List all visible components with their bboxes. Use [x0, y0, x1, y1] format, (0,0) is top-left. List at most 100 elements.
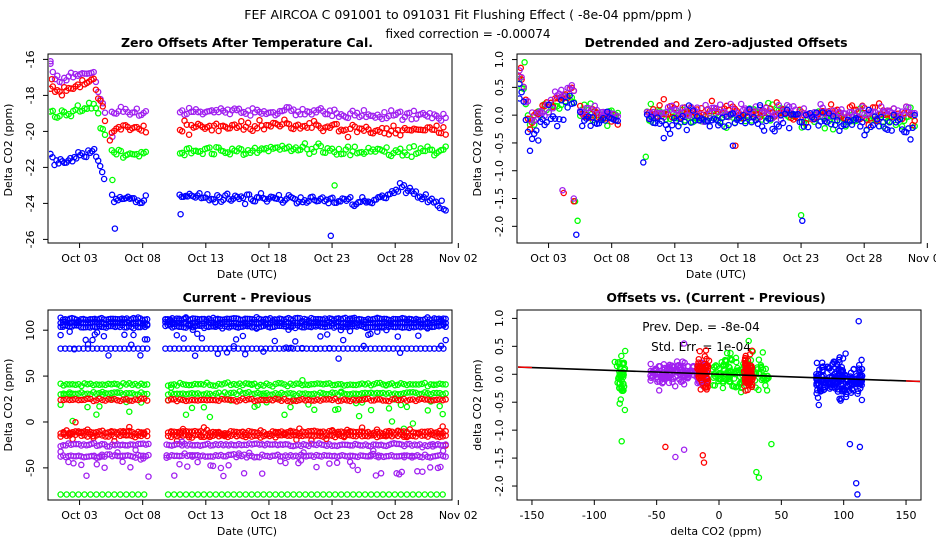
point-purple	[559, 186, 566, 194]
point	[617, 396, 625, 403]
point-red	[331, 120, 338, 128]
point-blue	[553, 122, 561, 130]
point-blue	[564, 104, 571, 111]
point-blue	[771, 127, 778, 135]
point-blue	[570, 99, 578, 107]
point-purple	[372, 472, 380, 479]
point-blue	[911, 111, 918, 119]
point-blue	[116, 345, 124, 352]
figure-title: FEF AIRCOA C 091001 to 091031 Fit Flushi…	[244, 7, 691, 22]
point-blue	[725, 121, 732, 129]
point-red	[238, 117, 245, 125]
point-green	[385, 491, 393, 498]
point-blue	[394, 333, 402, 340]
point-blue	[189, 345, 197, 352]
point-purple	[727, 100, 734, 108]
point-green	[83, 105, 91, 113]
point-red	[428, 126, 436, 133]
point-outlier	[662, 443, 669, 451]
point-green	[206, 144, 213, 151]
point-red	[200, 396, 208, 404]
point-red	[317, 432, 324, 440]
point-green	[94, 110, 102, 117]
point-blue	[533, 127, 540, 134]
y-axis-label: Delta CO2 (ppm)	[471, 104, 484, 197]
point-blue	[679, 112, 686, 120]
point-purple	[395, 440, 403, 448]
point-green	[439, 410, 446, 418]
point-purple	[220, 472, 227, 480]
point-blue	[440, 345, 447, 352]
point	[842, 350, 849, 357]
point-purple	[81, 70, 88, 77]
point-green	[367, 389, 375, 397]
point-blue	[331, 199, 338, 206]
y-tick-label: 50	[24, 369, 37, 383]
point-blue	[173, 331, 181, 339]
point-green	[379, 381, 387, 388]
y-tick-label: 0.5	[493, 79, 506, 97]
y-axis-label: delta CO2 (ppm)	[471, 359, 484, 450]
point-purple	[900, 111, 908, 118]
point-blue	[66, 328, 73, 335]
point	[712, 362, 720, 369]
point-purple	[381, 108, 388, 116]
point-blue	[779, 119, 787, 127]
point-red	[102, 397, 109, 404]
point-green	[173, 390, 181, 398]
point-green	[129, 381, 136, 389]
point-red	[108, 428, 115, 435]
point-purple	[70, 460, 77, 467]
point-outlier	[755, 474, 763, 481]
point-blue	[400, 182, 408, 189]
point-blue	[660, 134, 668, 142]
point-green	[400, 380, 408, 388]
point-green	[179, 390, 187, 397]
point-blue	[436, 204, 443, 212]
point-blue	[84, 345, 92, 352]
point-blue	[180, 345, 187, 352]
point-blue	[585, 113, 592, 120]
point-blue	[90, 145, 98, 153]
point-purple	[176, 460, 183, 468]
point-red	[337, 428, 345, 435]
point-green	[361, 389, 369, 397]
point-purple	[258, 470, 266, 477]
point-green	[333, 151, 340, 158]
point-blue	[75, 345, 83, 352]
point-green	[117, 147, 125, 155]
point-red	[194, 397, 202, 404]
point	[813, 376, 820, 383]
y-tick-label: 0.0	[493, 366, 506, 384]
point-purple	[716, 101, 724, 108]
point-blue	[241, 350, 249, 358]
point-outlier	[680, 340, 688, 347]
point	[616, 400, 623, 407]
point-red	[131, 396, 139, 403]
point-red	[442, 427, 449, 435]
point-green	[388, 418, 396, 425]
point	[702, 347, 710, 354]
point-green	[439, 491, 446, 498]
point-red	[439, 423, 446, 430]
point-green	[355, 381, 363, 388]
point-purple	[328, 112, 336, 120]
point-green	[242, 389, 249, 397]
point-purple	[247, 112, 254, 119]
point-purple	[410, 107, 418, 115]
point-blue	[239, 332, 247, 340]
point-purple	[49, 60, 54, 67]
point-blue	[143, 345, 151, 352]
point-green	[69, 381, 76, 388]
point-green	[797, 211, 805, 219]
y-tick-label: -1.0	[493, 160, 506, 181]
point-blue	[61, 345, 69, 352]
point-green	[308, 380, 315, 388]
point-red	[302, 432, 309, 439]
point-green	[191, 380, 199, 388]
point-green	[188, 389, 196, 397]
point-purple	[752, 103, 760, 110]
point-blue	[94, 157, 102, 164]
point-green	[391, 491, 399, 498]
y-tick-label: -16	[24, 50, 37, 68]
